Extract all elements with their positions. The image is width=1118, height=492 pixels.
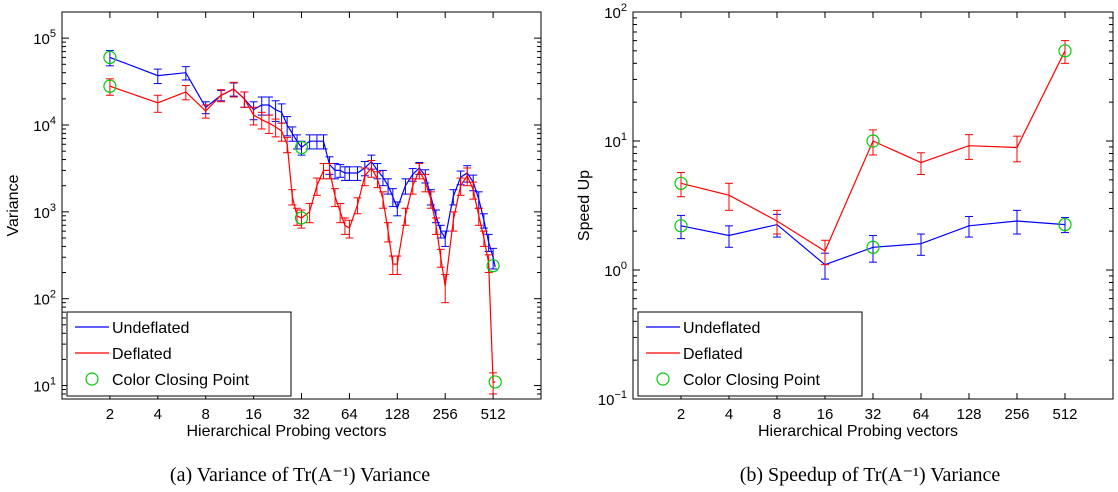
closing-point-marker	[866, 240, 880, 254]
chart-panel-a: 2 4 8 16 32 64 128 256 512 101 102 103 104 105 Hierarc…	[5, 11, 542, 486]
closing-point-marker	[1058, 217, 1072, 232]
closing-point-marker	[486, 259, 500, 273]
x-tick-label: 32	[293, 406, 310, 423]
legend-label: Deflated	[683, 346, 743, 363]
y-tick-label: 103	[33, 202, 56, 222]
legend: Undeflated Deflated Color Closing Point	[637, 311, 863, 397]
figure-caption: (a) Variance of Tr(A⁻¹) Variance	[170, 464, 430, 486]
x-tick-label: 32	[865, 406, 882, 423]
y-tick-label: 101	[604, 131, 627, 151]
series-deflated	[105, 78, 498, 395]
x-tick-label: 128	[956, 406, 981, 423]
legend: Undeflated Deflated Color Closing Point	[66, 311, 292, 397]
x-tick-label: 64	[341, 406, 358, 423]
figure-caption: (b) Speedup of Tr(A⁻¹) Variance	[740, 464, 1001, 486]
series-undeflated	[677, 209, 1069, 280]
y-tick-label: 105	[33, 28, 56, 48]
y-tick-label: 102	[33, 289, 56, 309]
chart-panel-b: 2 4 8 16 32 64 128 256 512 10−1 100 101 102 Hierarchi…	[576, 2, 1114, 486]
legend-label: Color Closing Point	[683, 372, 821, 389]
x-tick-label: 64	[913, 406, 930, 423]
closing-point-marker	[674, 219, 688, 233]
legend-swatch-marker	[85, 372, 99, 386]
closing-point-marker	[866, 134, 880, 148]
x-tick-label: 256	[433, 406, 458, 423]
y-axis-title: Variance	[5, 174, 22, 236]
x-tick-label: 512	[481, 406, 506, 423]
legend-label: Color Closing Point	[112, 372, 250, 389]
x-tick-label: 2	[106, 406, 114, 423]
y-tick-label: 104	[33, 115, 56, 135]
closing-point-marker	[674, 176, 688, 190]
closing-point-marker	[103, 79, 117, 93]
closing-points	[674, 44, 1072, 254]
x-tick-label: 4	[154, 406, 162, 423]
legend-label: Undeflated	[683, 320, 760, 337]
x-axis-title: Hierarchical Probing vectors	[186, 423, 386, 440]
x-axis-title: Hierarchical Probing vectors	[758, 423, 958, 440]
y-tick-label: 101	[33, 376, 56, 396]
x-tick-label: 256	[1004, 406, 1029, 423]
y-tick-label: 10−1	[598, 389, 627, 409]
x-tick-label: 16	[817, 406, 834, 423]
y-axis-title: Speed Up	[576, 170, 593, 241]
legend-swatch-marker	[656, 372, 670, 386]
x-tick-label: 2	[677, 406, 685, 423]
closing-point-marker	[294, 211, 309, 225]
closing-point-marker	[488, 375, 502, 389]
legend-box	[66, 311, 292, 397]
legend-label: Undeflated	[112, 320, 189, 337]
y-tick-label: 102	[604, 2, 627, 22]
closing-points	[103, 50, 502, 389]
series-deflated	[677, 40, 1069, 266]
x-tick-label: 128	[385, 406, 410, 423]
closing-point-marker	[294, 140, 309, 155]
legend-label: Deflated	[112, 346, 172, 363]
x-tick-label: 16	[245, 406, 262, 423]
x-tick-label: 4	[725, 406, 733, 423]
legend-box	[637, 311, 863, 397]
x-tick-label: 8	[773, 406, 781, 423]
closing-point-marker	[103, 50, 117, 65]
y-tick-label: 100	[604, 260, 627, 280]
closing-point-marker	[1058, 44, 1072, 58]
x-tick-label: 512	[1052, 406, 1077, 423]
x-tick-label: 8	[202, 406, 210, 423]
